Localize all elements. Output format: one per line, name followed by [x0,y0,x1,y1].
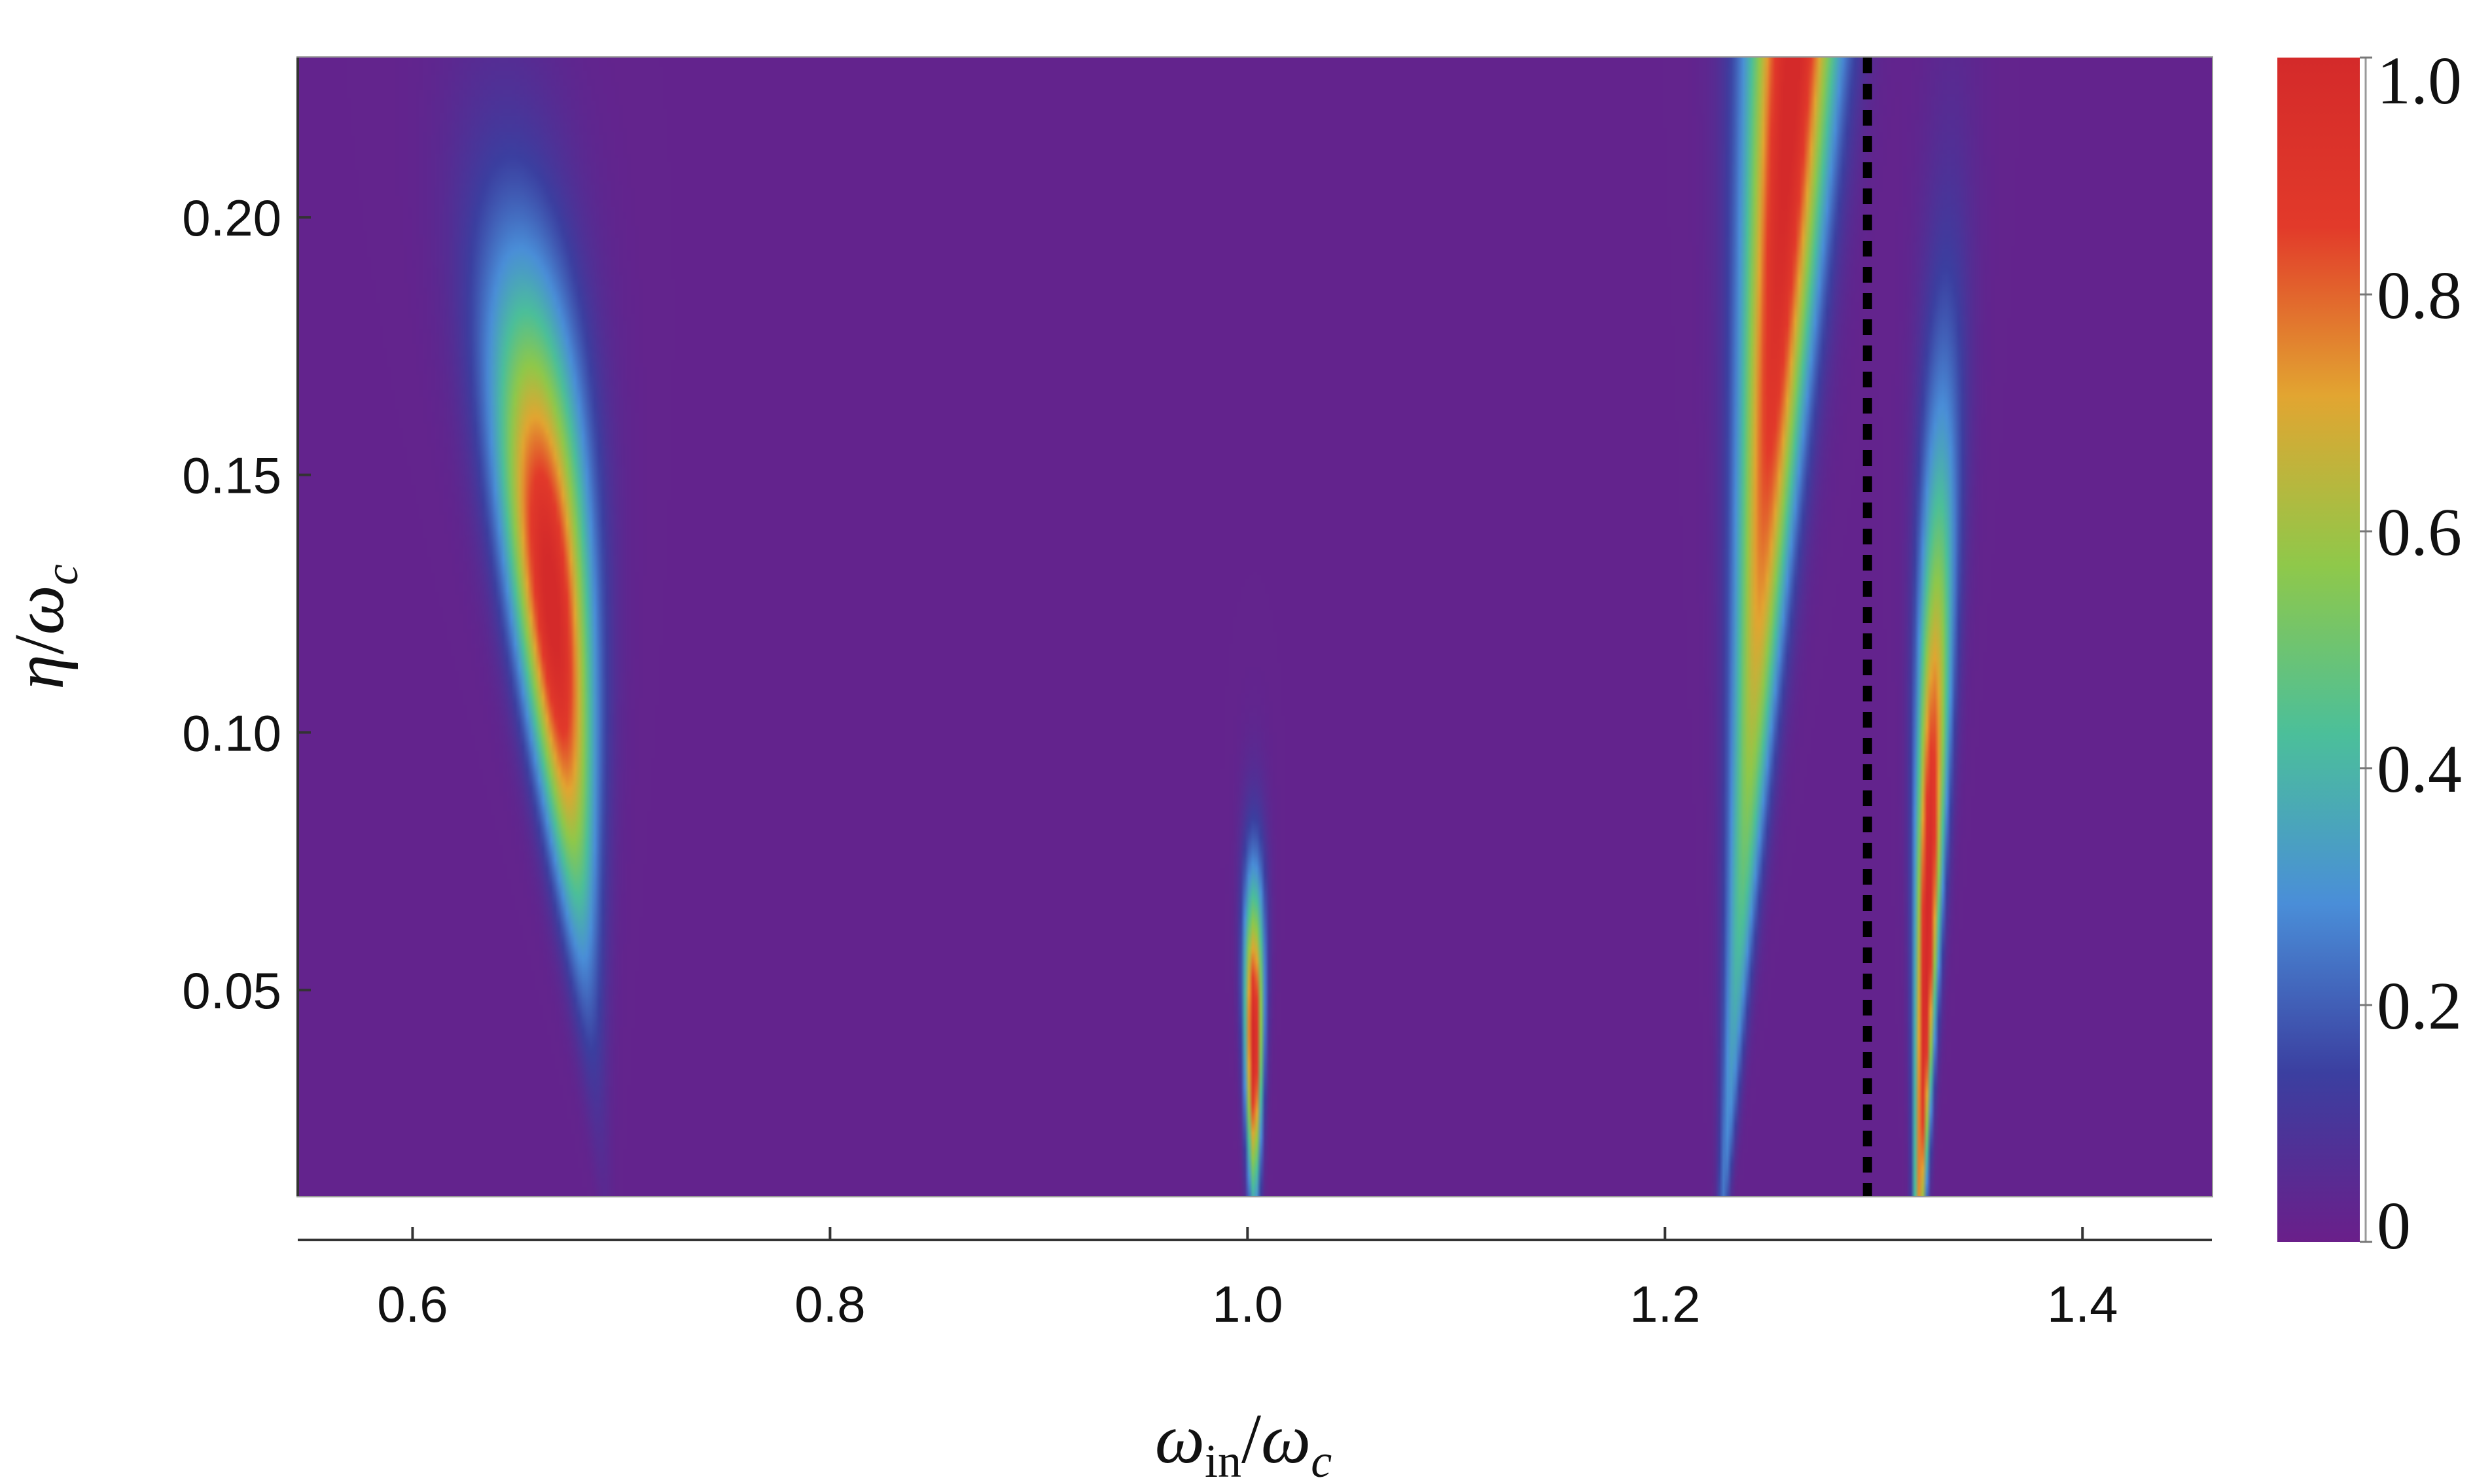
colorbar-gradient [2277,58,2360,1242]
heatmap-plot-area [296,56,2213,1197]
x-tick-label: 0.6 [377,1275,448,1333]
y-tick-label: 0.05 [182,962,281,1019]
x-tick-label: 1.0 [1212,1275,1283,1333]
x-tick-label: 1.4 [2047,1275,2118,1333]
y-tick-label: 0.20 [182,189,281,247]
y-tick-label: 0.15 [182,447,281,504]
colorbar-tick-label: 0.8 [2377,258,2462,333]
y-axis-label: η/ωc [1,564,88,690]
colorbar-tick-label: 0.6 [2377,495,2462,570]
colorbar-tick-label: 0.4 [2377,732,2462,807]
colorbar-tick-label: 1.0 [2377,43,2462,118]
x-tick-label: 1.2 [1629,1275,1700,1333]
x-axis-label: ωin/ωc [1155,1400,1332,1484]
y-axis: 0.05 0.10 0.15 0.20 [182,58,311,1196]
x-axis: 0.6 0.8 1.0 1.2 1.4 [298,1227,2212,1333]
colorbar: 0 0.2 0.4 0.6 0.8 1.0 [2277,43,2462,1263]
heatmap-image [298,58,2212,1196]
x-tick-label: 0.8 [794,1275,865,1333]
y-tick-label: 0.10 [182,704,281,762]
colorbar-tick-label: 0 [2377,1188,2411,1263]
colorbar-tick-label: 0.2 [2377,968,2462,1044]
